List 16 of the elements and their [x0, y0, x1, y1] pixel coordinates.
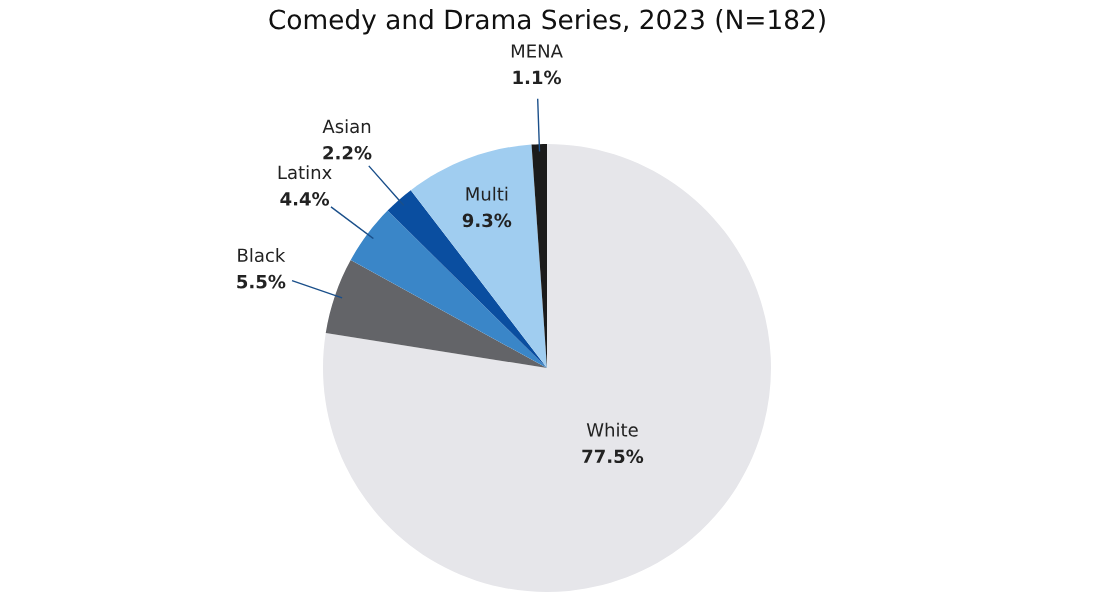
chart-title: Comedy and Drama Series, 2023 (N=182): [269, 9, 825, 35]
data-label: 5.5%: [237, 274, 286, 289]
slice-label: Latinx: [278, 165, 332, 180]
slice-label: White: [586, 422, 638, 437]
data-label: 2.2%: [323, 145, 372, 160]
pie-slice: [325, 260, 547, 368]
slice-label: MENA: [511, 44, 563, 58]
slice-label: Asian: [322, 119, 371, 134]
data-label: 9.3%: [462, 213, 512, 228]
data-label: 77.5%: [582, 449, 644, 464]
slice-label: Black: [238, 248, 286, 263]
slice-label: Multi: [466, 186, 508, 201]
pie-slice: [350, 210, 547, 368]
data-label: 4.4%: [280, 191, 330, 206]
pie-slice: [410, 144, 547, 368]
data-label: 1.1%: [513, 70, 562, 85]
